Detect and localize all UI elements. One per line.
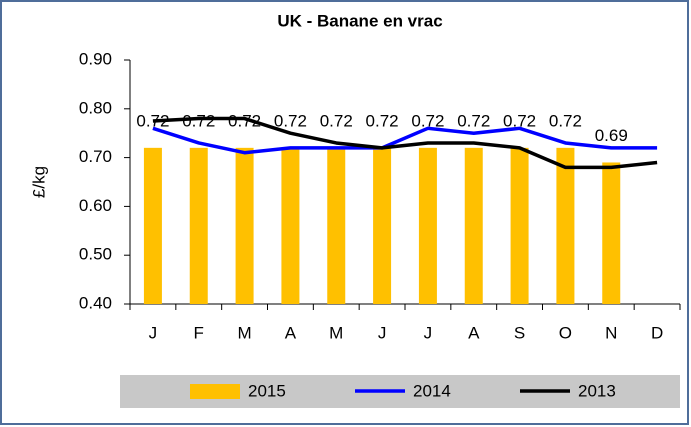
bar [235, 147, 254, 304]
y-axis-label: £/kg [29, 166, 48, 198]
x-tick-label: M [329, 323, 343, 342]
data-label: 0.72 [549, 111, 582, 130]
bar [327, 147, 346, 304]
legend-swatch [190, 384, 240, 399]
x-tick-label: F [194, 323, 204, 342]
bar [556, 147, 575, 304]
x-tick-label: O [559, 323, 572, 342]
bar [510, 147, 529, 304]
y-tick-label: 0.90 [79, 49, 112, 68]
x-tick-label: J [378, 323, 387, 342]
y-tick-label: 0.40 [79, 293, 112, 312]
line [152, 126, 658, 155]
data-label: 0.72 [411, 111, 444, 130]
data-label: 0.72 [503, 111, 536, 130]
y-tick-label: 0.50 [79, 245, 112, 264]
x-tick-label: A [285, 323, 297, 342]
bar [189, 147, 208, 304]
data-label: 0.72 [366, 111, 399, 130]
bar [143, 147, 162, 304]
data-label: 0.72 [457, 111, 490, 130]
bar [602, 162, 621, 304]
legend-label: 2015 [248, 381, 286, 400]
x-tick-label: J [424, 323, 433, 342]
bar [464, 147, 483, 304]
data-label: 0.72 [320, 111, 353, 130]
legend-label: 2014 [413, 381, 451, 400]
x-tick-label: N [605, 323, 617, 342]
data-label: 0.72 [136, 111, 169, 130]
x-tick-label: A [468, 323, 480, 342]
y-tick-label: 0.70 [79, 147, 112, 166]
legend-label: 2013 [578, 381, 616, 400]
data-label: 0.69 [595, 126, 628, 145]
bar [418, 147, 437, 304]
x-tick-label: J [149, 323, 158, 342]
data-label: 0.72 [274, 111, 307, 130]
bar [373, 147, 392, 304]
x-tick-label: D [651, 323, 663, 342]
y-tick-label: 0.60 [79, 196, 112, 215]
chart-title: UK - Banane en vrac [277, 11, 442, 30]
y-tick-label: 0.80 [79, 98, 112, 117]
line [152, 116, 658, 170]
x-tick-label: S [514, 323, 525, 342]
x-tick-label: M [237, 323, 251, 342]
data-label: 0.72 [228, 111, 261, 130]
data-label: 0.72 [182, 111, 215, 130]
bar [281, 147, 300, 304]
